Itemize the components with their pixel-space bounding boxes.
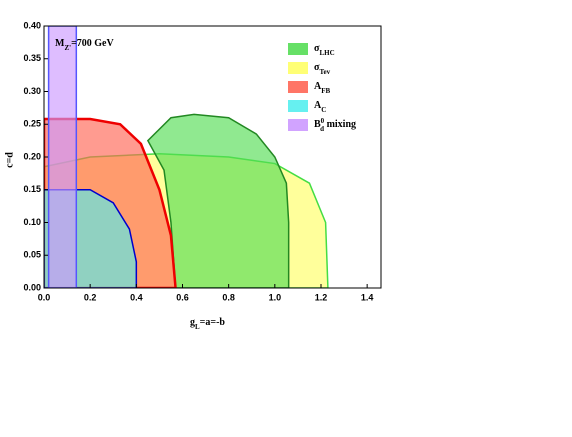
text-part: A — [314, 81, 322, 92]
text-part: Z' — [64, 44, 71, 52]
text-part: L — [195, 323, 200, 331]
text-part: Tev — [319, 68, 330, 76]
y-tick-label: 0.05 — [23, 250, 41, 260]
x-tick-label: 0.0 — [38, 292, 51, 302]
y-tick-label: 0.15 — [23, 184, 41, 194]
legend-label: B0 d mixing — [314, 117, 356, 133]
y-tick-label: 0.35 — [23, 53, 41, 63]
legend-label: σTev — [314, 62, 331, 75]
x-tick-label: 0.2 — [84, 292, 97, 302]
text-part: d — [320, 125, 324, 133]
x-tick-label: 1.2 — [315, 292, 328, 302]
legend-label: AFB — [314, 81, 331, 94]
legend-swatch — [288, 43, 308, 55]
y-tick-label: 0.10 — [23, 217, 41, 227]
annotation: MZ'=700 GeV — [55, 38, 114, 51]
text-part: M — [55, 38, 65, 49]
region — [146, 113, 290, 288]
x-axis-label: gL=a=-b — [190, 317, 225, 330]
x-tick-label: 1.4 — [361, 292, 374, 302]
text-part: σ — [314, 43, 320, 54]
y-tick-label: 0.40 — [23, 20, 41, 30]
y-tick-label: 0.30 — [23, 86, 41, 96]
text-part: B — [314, 119, 321, 130]
text-part: mixing — [324, 119, 356, 130]
x-tick-label: 0.8 — [222, 292, 235, 302]
text-part: σ — [314, 62, 320, 73]
legend-label: σLHC — [314, 43, 335, 56]
legend-swatch — [288, 62, 308, 74]
legend-swatch — [288, 119, 308, 131]
y-tick-label: 0.20 — [23, 151, 41, 161]
plot-area — [44, 26, 329, 288]
text-part: 0 — [321, 117, 325, 125]
text-part: =a=-b — [200, 317, 226, 328]
x-tick-label: 0.4 — [130, 292, 143, 302]
text-part: g — [190, 317, 195, 328]
x-tick-label: 1.0 — [269, 292, 282, 302]
legend-label: AC — [314, 100, 326, 113]
text-part: LHC — [319, 49, 334, 57]
y-axis-label: c=d — [4, 152, 15, 168]
text-part: C — [321, 106, 326, 114]
legend-swatch — [288, 100, 308, 112]
y-tick-label: 0.00 — [23, 282, 41, 292]
y-tick-label: 0.25 — [23, 119, 41, 129]
legend-swatch — [288, 81, 308, 93]
region — [47, 26, 78, 288]
text-part: =700 GeV — [71, 38, 114, 49]
text-part: FB — [321, 87, 330, 95]
text-part: A — [314, 100, 322, 111]
x-tick-label: 0.6 — [176, 292, 189, 302]
